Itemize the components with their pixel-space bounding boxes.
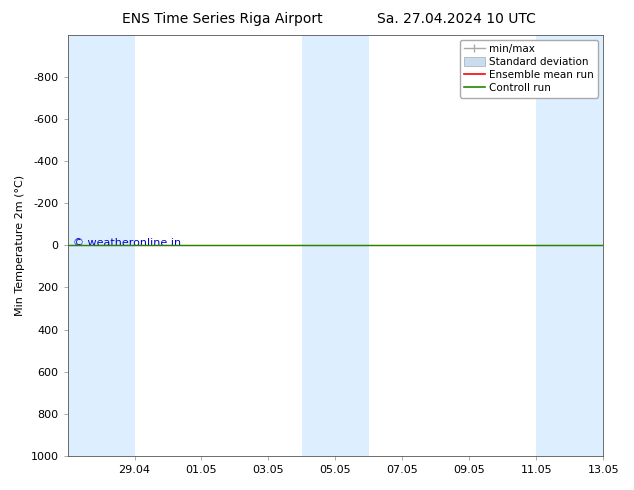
Text: ENS Time Series Riga Airport: ENS Time Series Riga Airport [122,12,322,26]
Text: Sa. 27.04.2024 10 UTC: Sa. 27.04.2024 10 UTC [377,12,536,26]
Bar [536,35,603,456]
Y-axis label: Min Temperature 2m (°C): Min Temperature 2m (°C) [15,175,25,316]
Bar [68,35,134,456]
Text: © weatheronline.in: © weatheronline.in [73,238,181,248]
Legend: min/max, Standard deviation, Ensemble mean run, Controll run: min/max, Standard deviation, Ensemble me… [460,40,598,98]
Bar [302,35,369,456]
